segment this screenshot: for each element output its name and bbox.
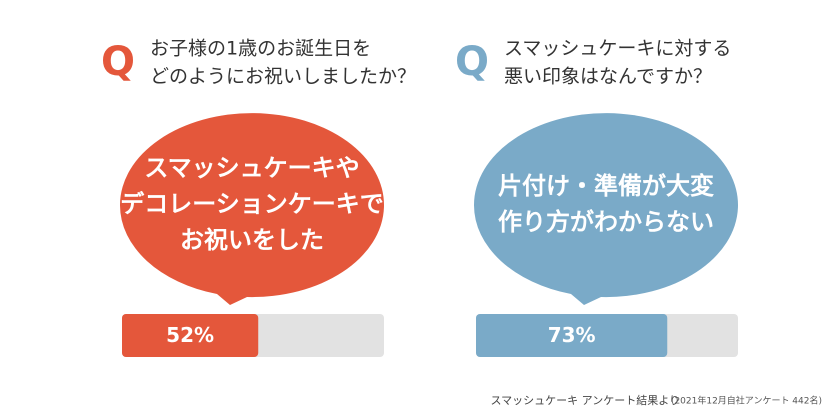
answer: 片付け・準備が大変 (498, 172, 714, 200)
answer: 作り方がわからない (498, 208, 714, 236)
answer: デコレーションケーキで (120, 190, 384, 218)
question: お子様の1歳のお誕生日を (150, 38, 371, 60)
note: (2021年12月自社アンケート 442名) (671, 395, 822, 407)
bar (122, 314, 259, 357)
question: 悪い印象はなんですか？ (504, 66, 712, 88)
speech-bubble (473, 113, 738, 305)
answer: お祝いをした (180, 226, 324, 254)
q-mark: Q (101, 39, 135, 85)
question: どのようにお祝いしましたか？ (150, 66, 416, 88)
source: スマッシュケーキ アンケート結果より (490, 393, 680, 407)
question: スマッシュケーキに対する (504, 38, 731, 60)
bar (476, 314, 668, 357)
value-label: 52% (166, 323, 214, 347)
value-label: 73% (548, 323, 596, 347)
q-mark: Q (455, 39, 489, 85)
speech-bubble (119, 113, 384, 305)
answer: スマッシュケーキや (144, 154, 359, 182)
